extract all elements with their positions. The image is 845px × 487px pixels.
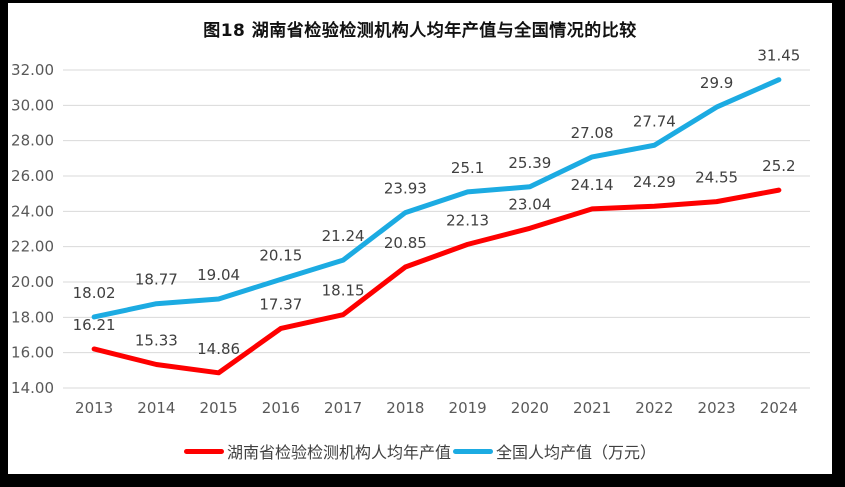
x-axis-tick-label: 2021 bbox=[573, 399, 611, 417]
x-axis-tick-label: 2019 bbox=[449, 399, 487, 417]
national-series-line bbox=[91, 77, 782, 320]
legend-item-national: 全国人均产值（万元） bbox=[453, 439, 656, 463]
data-label: 25.1 bbox=[451, 159, 484, 177]
data-label: 23.04 bbox=[508, 195, 551, 213]
hunan-series-swatch-icon bbox=[183, 448, 224, 454]
data-label: 15.33 bbox=[135, 332, 178, 350]
data-label: 25.39 bbox=[508, 154, 551, 172]
legend-item-hunan: 湖南省检验检测机构人均年产值 bbox=[183, 439, 451, 463]
x-axis-tick-label: 2016 bbox=[262, 399, 300, 417]
x-axis-tick-label: 2020 bbox=[511, 399, 549, 417]
data-label: 24.55 bbox=[695, 169, 738, 187]
y-axis-tick-label: 32.00 bbox=[11, 61, 54, 79]
data-label: 20.15 bbox=[259, 246, 302, 264]
data-label: 24.29 bbox=[633, 173, 676, 191]
y-axis-tick-label: 24.00 bbox=[11, 202, 54, 220]
data-label: 25.2 bbox=[762, 157, 795, 175]
data-label: 14.86 bbox=[197, 340, 240, 358]
x-axis-tick-label: 2015 bbox=[200, 399, 238, 417]
y-axis-tick-label: 14.00 bbox=[11, 379, 54, 397]
y-axis-tick-label: 30.00 bbox=[11, 96, 54, 114]
data-label: 24.14 bbox=[571, 176, 614, 194]
chart-legend: 湖南省检验检测机构人均年产值 全国人均产值（万元） bbox=[8, 439, 832, 463]
y-axis-tick-label: 22.00 bbox=[11, 238, 54, 256]
data-label: 27.74 bbox=[633, 112, 676, 130]
data-label: 27.08 bbox=[571, 124, 614, 142]
national-series-swatch-icon bbox=[453, 448, 493, 454]
legend-label-hunan: 湖南省检验检测机构人均年产值 bbox=[226, 443, 451, 462]
data-label: 19.04 bbox=[197, 266, 240, 284]
data-label: 18.15 bbox=[322, 282, 365, 300]
y-axis-tick-label: 16.00 bbox=[11, 344, 54, 362]
x-axis-tick-label: 2017 bbox=[324, 399, 362, 417]
y-axis-tick-label: 26.00 bbox=[11, 167, 54, 185]
data-label: 21.24 bbox=[322, 227, 365, 245]
hunan-series-line bbox=[91, 187, 782, 376]
x-axis-tick-label: 2022 bbox=[635, 399, 673, 417]
data-label: 20.85 bbox=[384, 234, 427, 252]
x-axis-tick-label: 2014 bbox=[137, 399, 175, 417]
data-label: 31.45 bbox=[757, 47, 800, 65]
legend-label-national: 全国人均产值（万元） bbox=[496, 443, 657, 462]
x-axis-tick-label: 2023 bbox=[698, 399, 736, 417]
y-axis-tick-label: 20.00 bbox=[11, 273, 54, 291]
data-label: 23.93 bbox=[384, 180, 427, 198]
data-label: 18.77 bbox=[135, 271, 178, 289]
x-axis-tick-label: 2013 bbox=[75, 399, 113, 417]
data-label: 17.37 bbox=[259, 295, 302, 313]
y-axis-tick-label: 28.00 bbox=[11, 132, 54, 150]
x-axis-tick-label: 2024 bbox=[760, 399, 798, 417]
data-label: 16.21 bbox=[73, 316, 116, 334]
data-label: 29.9 bbox=[700, 74, 733, 92]
chart-title: 图18 湖南省检验检测机构人均年产值与全国情况的比较 bbox=[203, 21, 637, 41]
data-label: 18.02 bbox=[73, 284, 116, 302]
y-axis-tick-label: 18.00 bbox=[11, 308, 54, 326]
line-chart-plot-area: 14.00 16.00 18.00 20.00 22.00 24.00 26.00 28.00… bbox=[11, 47, 810, 417]
data-label: 22.13 bbox=[446, 211, 489, 229]
x-axis-tick-label: 2018 bbox=[386, 399, 424, 417]
